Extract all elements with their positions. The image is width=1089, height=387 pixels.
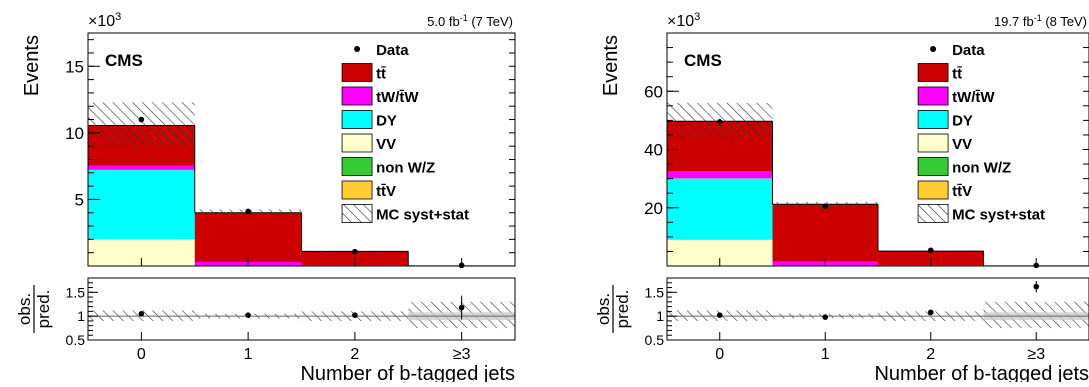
panel1-legend-label-0: Data bbox=[376, 42, 409, 59]
panel2-legend-swatch-syst bbox=[918, 205, 948, 223]
panel1-legend-swatch-4 bbox=[342, 134, 372, 152]
panel1-ytick-label-2: 15 bbox=[65, 57, 84, 76]
panel1-legend-marker-data bbox=[354, 46, 360, 52]
panel1-ytick-label-1: 10 bbox=[65, 124, 84, 143]
panel1-legend-swatch-2 bbox=[342, 87, 372, 105]
panel1-data-point-bin0 bbox=[139, 117, 145, 123]
panel1-legend-label-2: tW/t̄W bbox=[376, 89, 419, 106]
panel1-ratio-ylabel-den: pred. bbox=[34, 290, 53, 329]
panel2-ratio-ytick-label-1: 1 bbox=[656, 308, 664, 324]
panel1-data-point-bin1 bbox=[245, 209, 251, 215]
panel2-legend-swatch-3 bbox=[918, 111, 948, 129]
panel2-legend-label-4: VV bbox=[952, 136, 972, 153]
panel2-bar-tt-bin1 bbox=[773, 204, 879, 261]
panel1-legend-label-6: tt̄V bbox=[376, 183, 396, 200]
panel2-experiment-label: CMS bbox=[684, 51, 722, 70]
panel1-ratio-ytick-label-2: 1.5 bbox=[66, 284, 86, 300]
panel2-xlabel: Number of b-tagged jets bbox=[874, 363, 1089, 382]
panel1-legend-swatch-6 bbox=[342, 181, 372, 199]
panel1-ratio-ylabel-num: obs. bbox=[15, 293, 34, 325]
panel2-legend-swatch-5 bbox=[918, 158, 948, 176]
panel2-xtick-label-1: 1 bbox=[821, 346, 830, 363]
panel2-ylabel: Events bbox=[600, 35, 622, 96]
panel2-legend-label-6: tt̄V bbox=[952, 183, 972, 200]
panel2-xtick-label-3: ≥3 bbox=[1027, 346, 1045, 363]
panel2-legend-label-5: non W/Z bbox=[952, 160, 1011, 177]
panel1-legend-label-5: non W/Z bbox=[376, 160, 435, 177]
panel2-bar-twtw-bin0 bbox=[667, 171, 773, 178]
panel2-legend-label-2: tW/t̄W bbox=[952, 89, 995, 106]
panel1-legend-swatch-5 bbox=[342, 158, 372, 176]
panel2-legend-swatch-2 bbox=[918, 87, 948, 105]
panel2-ytick-label-2: 60 bbox=[644, 82, 663, 101]
panel1-legend-swatch-1 bbox=[342, 64, 372, 82]
panel1-syst-band-bin0 bbox=[88, 102, 195, 146]
panel1-xtick-label-3: ≥3 bbox=[453, 346, 471, 363]
panel2-legend-swatch-1 bbox=[918, 64, 948, 82]
panel2-bar-dy-bin0 bbox=[667, 179, 773, 240]
panel1-bar-dy-bin0 bbox=[88, 170, 195, 239]
panel2-legend-label-7: MC syst+stat bbox=[952, 207, 1045, 224]
panel2-legend-swatch-4 bbox=[918, 134, 948, 152]
panel1-ratio-ytick-label-0: 0.5 bbox=[66, 332, 86, 348]
panel2-xtick-label-2: 2 bbox=[926, 346, 935, 363]
panel2-legend-label-3: DY bbox=[952, 113, 973, 130]
panel2-ratio-ylabel-den: pred. bbox=[613, 290, 632, 329]
panel1-experiment-label: CMS bbox=[105, 51, 143, 70]
panel1-legend-swatch-syst bbox=[342, 205, 372, 223]
panel2-legend-swatch-6 bbox=[918, 181, 948, 199]
panel2-ratio-point-bin2 bbox=[928, 310, 934, 316]
panel2-legend-marker-data bbox=[930, 46, 936, 52]
panel1-legend-label-3: DY bbox=[376, 113, 397, 130]
panel2-lumi-label: 19.7 fb-1 (8 TeV) bbox=[994, 13, 1087, 29]
panel2-xtick-label-0: 0 bbox=[715, 346, 724, 363]
panel1-legend-label-4: VV bbox=[376, 136, 396, 153]
panel1-ratio-ylabel: obs.pred. bbox=[15, 285, 53, 333]
panel1-ytick-label-0: 5 bbox=[75, 190, 84, 209]
panel1-legend-swatch-3 bbox=[342, 111, 372, 129]
panel2-legend-label-1: tt̄ bbox=[952, 65, 962, 82]
panel1-ratio-point-bin2 bbox=[352, 312, 358, 318]
panel1-xtick-label-0: 0 bbox=[137, 346, 146, 363]
panel2-ratio-ytick-label-0: 0.5 bbox=[645, 332, 665, 348]
panel2-ratio-ylabel: obs.pred. bbox=[594, 285, 632, 333]
panel1-legend-label-7: MC syst+stat bbox=[376, 207, 469, 224]
panel1-bar-nonwz-bin0 bbox=[88, 169, 195, 170]
panel1-bar-tt-bin1 bbox=[195, 213, 302, 262]
panel2-data-point-bin0 bbox=[717, 119, 723, 125]
panel2-ytick-label-0: 20 bbox=[644, 199, 663, 218]
panel1-multiplier: ×103 bbox=[88, 11, 121, 30]
panel1-ratio-point-bin0 bbox=[139, 311, 145, 317]
panel1-ylabel: Events bbox=[21, 35, 43, 96]
panel2-ratio-point-bin3 bbox=[1033, 284, 1039, 290]
panel2-data-point-bin1 bbox=[822, 203, 828, 209]
panel1-ratio-point-bin3 bbox=[459, 305, 465, 311]
panel1-lumi-label: 5.0 fb-1 (7 TeV) bbox=[427, 13, 513, 29]
panel2-multiplier: ×103 bbox=[667, 11, 700, 30]
panel2-ratio-ytick-label-2: 1.5 bbox=[645, 284, 665, 300]
panel1-ratio-point-bin1 bbox=[245, 312, 251, 318]
panel1-ratio-ytick-label-1: 1 bbox=[77, 308, 85, 324]
panel1-xlabel: Number of b-tagged jets bbox=[300, 363, 515, 382]
panel1-bar-twtw-bin0 bbox=[88, 165, 195, 169]
panel2-ratio-point-bin1 bbox=[822, 314, 828, 320]
panel1-xtick-label-2: 2 bbox=[350, 346, 359, 363]
panel1-xtick-label-1: 1 bbox=[244, 346, 253, 363]
panel2-ratio-point-bin0 bbox=[717, 312, 723, 318]
panel2-ytick-label-1: 40 bbox=[644, 141, 663, 160]
panel1-data-point-bin2 bbox=[352, 249, 358, 255]
panel2-ratio-ylabel-num: obs. bbox=[594, 293, 613, 325]
panel2-data-point-bin2 bbox=[928, 247, 934, 253]
panel2-legend-label-0: Data bbox=[952, 42, 985, 59]
panel1-legend-label-1: tt̄ bbox=[376, 65, 386, 82]
